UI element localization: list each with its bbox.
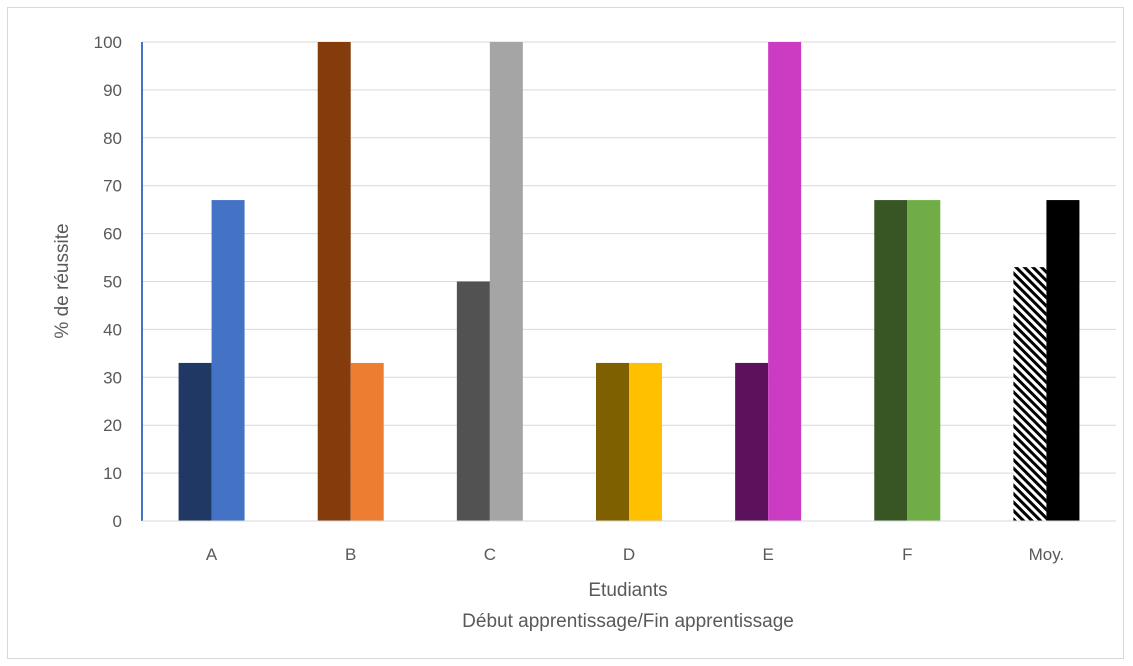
- x-tick-label: B: [345, 545, 356, 564]
- bar-A-series-1: [178, 362, 212, 521]
- y-axis-title: % de réussite: [52, 223, 73, 338]
- bar-F-series-2: [907, 200, 941, 521]
- bar-Moy-series-1: [1013, 267, 1047, 521]
- tick-labels: 0 10 20 30 40 50 60 70 80 90 100 A B C D E F Moy.: [94, 33, 1065, 564]
- y-tick-label: 40: [103, 320, 122, 339]
- bar-C-series-1: [456, 281, 490, 521]
- bar-C-series-2: [489, 42, 523, 521]
- bar-A-series-2: [211, 200, 245, 521]
- y-tick-label: 70: [103, 177, 122, 196]
- y-tick-label: 100: [94, 33, 122, 52]
- bar-D-series-2: [629, 362, 662, 521]
- x-axis-title: Etudiants: [588, 580, 667, 601]
- y-tick-label: 80: [103, 129, 122, 148]
- bar-E-series-2: [768, 42, 802, 521]
- y-tick-label: 30: [103, 368, 122, 387]
- bar-B-series-1: [317, 42, 351, 521]
- y-tick-label: 60: [103, 225, 122, 244]
- bar-Moy-series-2: [1046, 200, 1080, 521]
- x-tick-label: Moy.: [1029, 545, 1065, 564]
- bars: [178, 42, 1080, 521]
- axes: [141, 42, 1116, 522]
- bar-F-series-1: [874, 200, 908, 521]
- y-tick-label: 50: [103, 273, 122, 292]
- x-tick-label: C: [484, 545, 496, 564]
- bar-E-series-1: [735, 362, 769, 521]
- y-tick-label: 0: [113, 512, 122, 531]
- x-tick-label: E: [762, 545, 773, 564]
- x-tick-label: D: [623, 545, 635, 564]
- y-tick-label: 10: [103, 464, 122, 483]
- x-axis-subtitle: Début apprentissage/Fin apprentissage: [462, 611, 794, 632]
- y-tick-label: 20: [103, 416, 122, 435]
- x-tick-label: A: [206, 545, 218, 564]
- bar-B-series-2: [350, 362, 384, 521]
- y-tick-label: 90: [103, 81, 122, 100]
- bar-D-series-1: [596, 362, 629, 521]
- x-tick-label: F: [902, 545, 912, 564]
- gridlines: [142, 41, 1116, 474]
